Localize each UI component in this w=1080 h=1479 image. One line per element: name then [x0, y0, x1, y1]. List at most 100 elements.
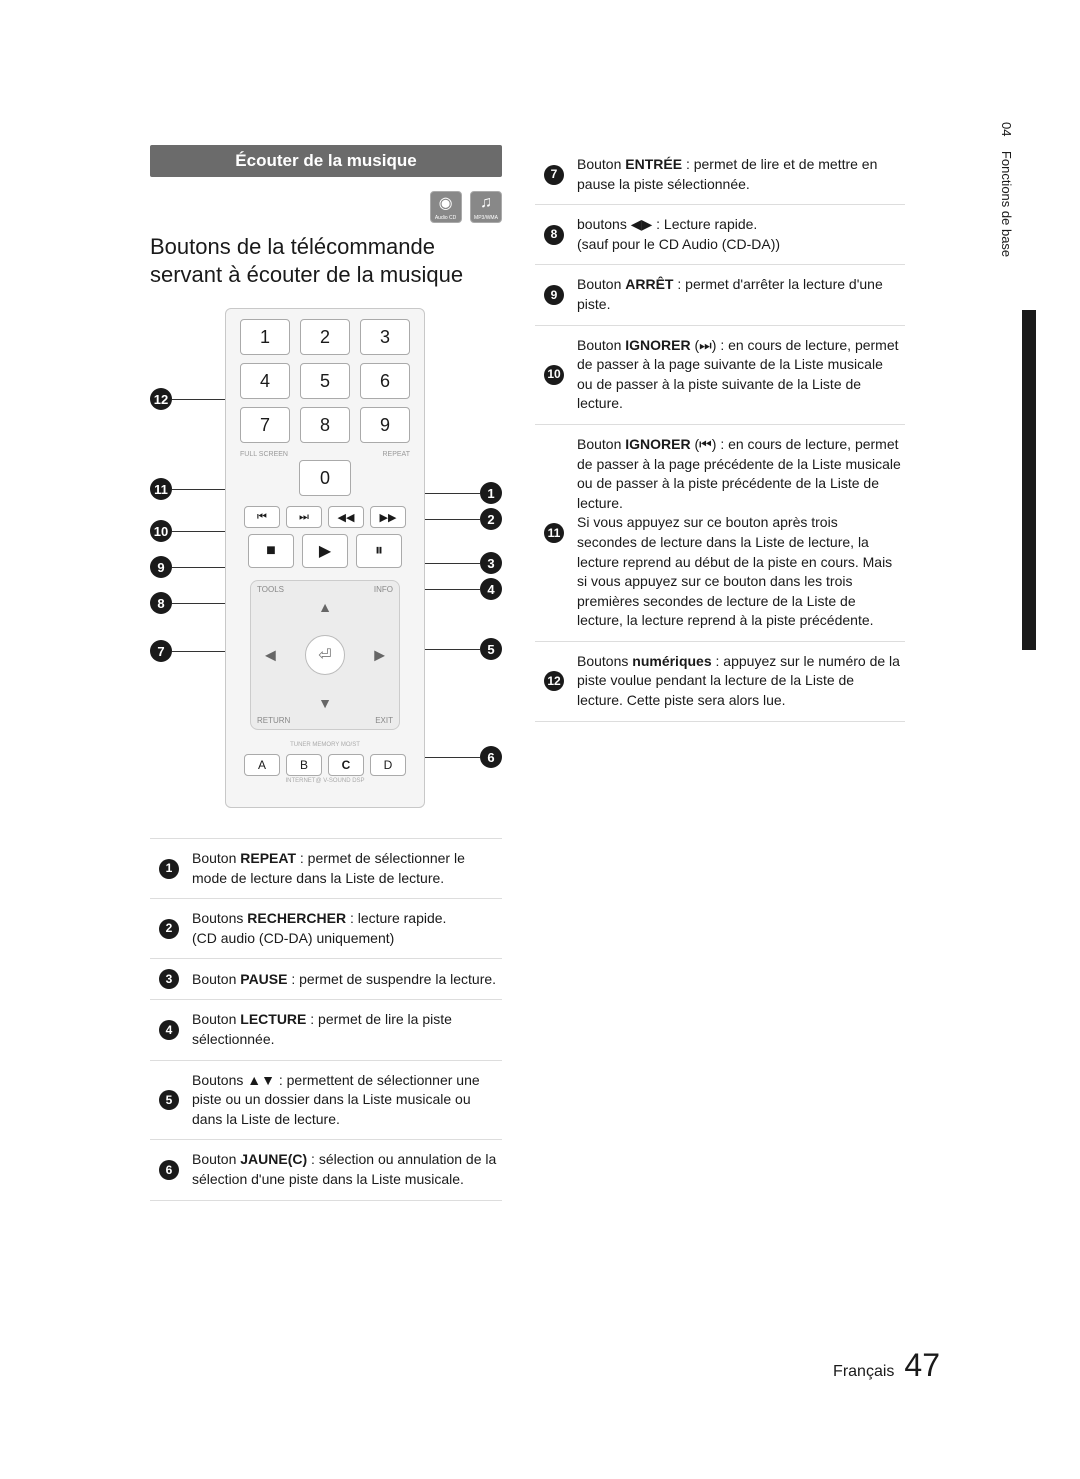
desc-text-10: Bouton IGNORER (⏭) : en cours de lecture… — [569, 336, 901, 414]
desc-row-7: 7Bouton ENTRÉE : permet de lire et de me… — [535, 145, 905, 205]
description-table-left: 1Bouton REPEAT : permet de sélectionner … — [150, 838, 502, 1201]
key-5: 5 — [300, 363, 350, 399]
callout-6: 6 — [480, 746, 502, 768]
dpad-right: ▶ — [374, 647, 385, 664]
desc-row-1: 1Bouton REPEAT : permet de sélectionner … — [150, 838, 502, 899]
full-screen-label: FULL SCREEN — [240, 451, 288, 458]
desc-text-6: Bouton JAUNE(C) : sélection ou annulatio… — [184, 1150, 498, 1189]
desc-text-8: boutons ◀▶ : Lecture rapide.(sauf pour l… — [569, 215, 901, 254]
key-3: 3 — [360, 319, 410, 355]
page-footer: Français 47 — [833, 1347, 940, 1384]
desc-num-6: 6 — [159, 1160, 179, 1180]
callout-7: 7 — [150, 640, 172, 662]
right-column: 7Bouton ENTRÉE : permet de lire et de me… — [535, 145, 905, 722]
subtitle: Boutons de la télécommande servant à éco… — [150, 233, 502, 288]
dpad-up: ▲ — [318, 599, 332, 615]
side-tab: 04 Fonctions de base — [996, 122, 1020, 292]
desc-num-4: 4 — [159, 1020, 179, 1040]
tools-label: TOOLS — [257, 585, 284, 594]
desc-num-7: 7 — [544, 165, 564, 185]
desc-text-3: Bouton PAUSE : permet de suspendre la le… — [184, 970, 498, 990]
tiny-labels: FULL SCREEN REPEAT — [236, 451, 414, 460]
desc-num-2: 2 — [159, 919, 179, 939]
dpad-down: ▼ — [318, 695, 332, 711]
key-7: 7 — [240, 407, 290, 443]
key-2: 2 — [300, 319, 350, 355]
desc-row-12: 12Boutons numériques : appuyez sur le nu… — [535, 642, 905, 722]
transport-key-0: ⏮ — [244, 506, 280, 528]
desc-row-3: 3Bouton PAUSE : permet de suspendre la l… — [150, 959, 502, 1000]
key-8: 8 — [300, 407, 350, 443]
transport-key-1: ⏭ — [286, 506, 322, 528]
transport-key-3: ▶▶ — [370, 506, 406, 528]
key-1: 1 — [240, 319, 290, 355]
info-label: INFO — [374, 585, 393, 594]
footer-language: Français — [833, 1363, 894, 1381]
key-0: 0 — [299, 460, 351, 496]
key-9: 9 — [360, 407, 410, 443]
desc-text-5: Boutons ▲▼ : permettent de sélectionner … — [184, 1071, 498, 1130]
play-key-0: ■ — [248, 534, 294, 568]
desc-num-8: 8 — [544, 225, 564, 245]
desc-row-11: 11Bouton IGNORER (⏮) : en cours de lectu… — [535, 425, 905, 642]
desc-text-4: Bouton LECTURE : permet de lire la piste… — [184, 1010, 498, 1049]
callout-3: 3 — [480, 552, 502, 574]
play-key-2: ⏸ — [356, 534, 402, 568]
desc-num-9: 9 — [544, 285, 564, 305]
description-table-right: 7Bouton ENTRÉE : permet de lire et de me… — [535, 145, 905, 722]
desc-num-10: 10 — [544, 365, 564, 385]
mp3-wma-icon: ♫ MP3/WMA — [470, 191, 502, 223]
desc-row-8: 8boutons ◀▶ : Lecture rapide.(sauf pour … — [535, 205, 905, 265]
color-key-c: C — [328, 754, 364, 776]
desc-row-9: 9Bouton ARRÊT : permet d'arrêter la lect… — [535, 265, 905, 325]
desc-text-9: Bouton ARRÊT : permet d'arrêter la lectu… — [569, 275, 901, 314]
desc-row-5: 5Boutons ▲▼ : permettent de sélectionner… — [150, 1061, 502, 1141]
callout-5: 5 — [480, 638, 502, 660]
callout-4: 4 — [480, 578, 502, 600]
desc-row-10: 10Bouton IGNORER (⏭) : en cours de lectu… — [535, 326, 905, 425]
dpad-left: ◀ — [265, 647, 276, 664]
desc-num-1: 1 — [159, 859, 179, 879]
repeat-label: REPEAT — [383, 451, 411, 458]
transport-key-2: ◀◀ — [328, 506, 364, 528]
dpad: TOOLS INFO RETURN EXIT ▲ ▼ ◀ ▶ ⏎ — [250, 580, 400, 730]
return-label: RETURN — [257, 716, 290, 725]
callout-1: 1 — [480, 482, 502, 504]
color-key-b: B — [286, 754, 322, 776]
remote-outline: 123456789 FULL SCREEN REPEAT 0 ⏮⏭◀◀▶▶ ■▶… — [225, 308, 425, 808]
remote-diagram: 121110987 123456 123456789 FULL SCREEN R… — [150, 308, 502, 808]
media-type-icons: ◉ Audio CD ♫ MP3/WMA — [150, 191, 502, 223]
desc-text-7: Bouton ENTRÉE : permet de lire et de met… — [569, 155, 901, 194]
color-key-d: D — [370, 754, 406, 776]
desc-text-11: Bouton IGNORER (⏮) : en cours de lecture… — [569, 435, 901, 631]
desc-row-6: 6Bouton JAUNE(C) : sélection ou annulati… — [150, 1140, 502, 1200]
desc-text-2: Boutons RECHERCHER : lecture rapide.(CD … — [184, 909, 498, 948]
section-header: Écouter de la musique — [150, 145, 502, 177]
desc-text-12: Boutons numériques : appuyez sur le numé… — [569, 652, 901, 711]
desc-num-12: 12 — [544, 671, 564, 691]
desc-num-5: 5 — [159, 1090, 179, 1110]
color-key-a: A — [244, 754, 280, 776]
dpad-enter: ⏎ — [305, 635, 345, 675]
desc-row-4: 4Bouton LECTURE : permet de lire la pist… — [150, 1000, 502, 1060]
page-number: 47 — [904, 1347, 940, 1384]
desc-num-11: 11 — [544, 523, 564, 543]
side-thumb-index — [1022, 310, 1036, 650]
callout-9: 9 — [150, 556, 172, 578]
callout-11: 11 — [150, 478, 172, 500]
left-column: Écouter de la musique ◉ Audio CD ♫ MP3/W… — [150, 145, 502, 1201]
exit-label: EXIT — [375, 716, 393, 725]
desc-text-1: Bouton REPEAT : permet de sélectionner l… — [184, 849, 498, 888]
callout-2: 2 — [480, 508, 502, 530]
audio-cd-icon: ◉ Audio CD — [430, 191, 462, 223]
desc-num-3: 3 — [159, 969, 179, 989]
key-4: 4 — [240, 363, 290, 399]
key-6: 6 — [360, 363, 410, 399]
callout-8: 8 — [150, 592, 172, 614]
bottom-labels: INTERNET@ V-SOUND DSP — [236, 778, 414, 784]
chapter-title: Fonctions de base — [999, 151, 1014, 257]
tuner-label: TUNER MEMORY MO/ST — [236, 742, 414, 748]
play-key-1: ▶ — [302, 534, 348, 568]
desc-row-2: 2Boutons RECHERCHER : lecture rapide.(CD… — [150, 899, 502, 959]
chapter-number: 04 — [999, 122, 1014, 136]
